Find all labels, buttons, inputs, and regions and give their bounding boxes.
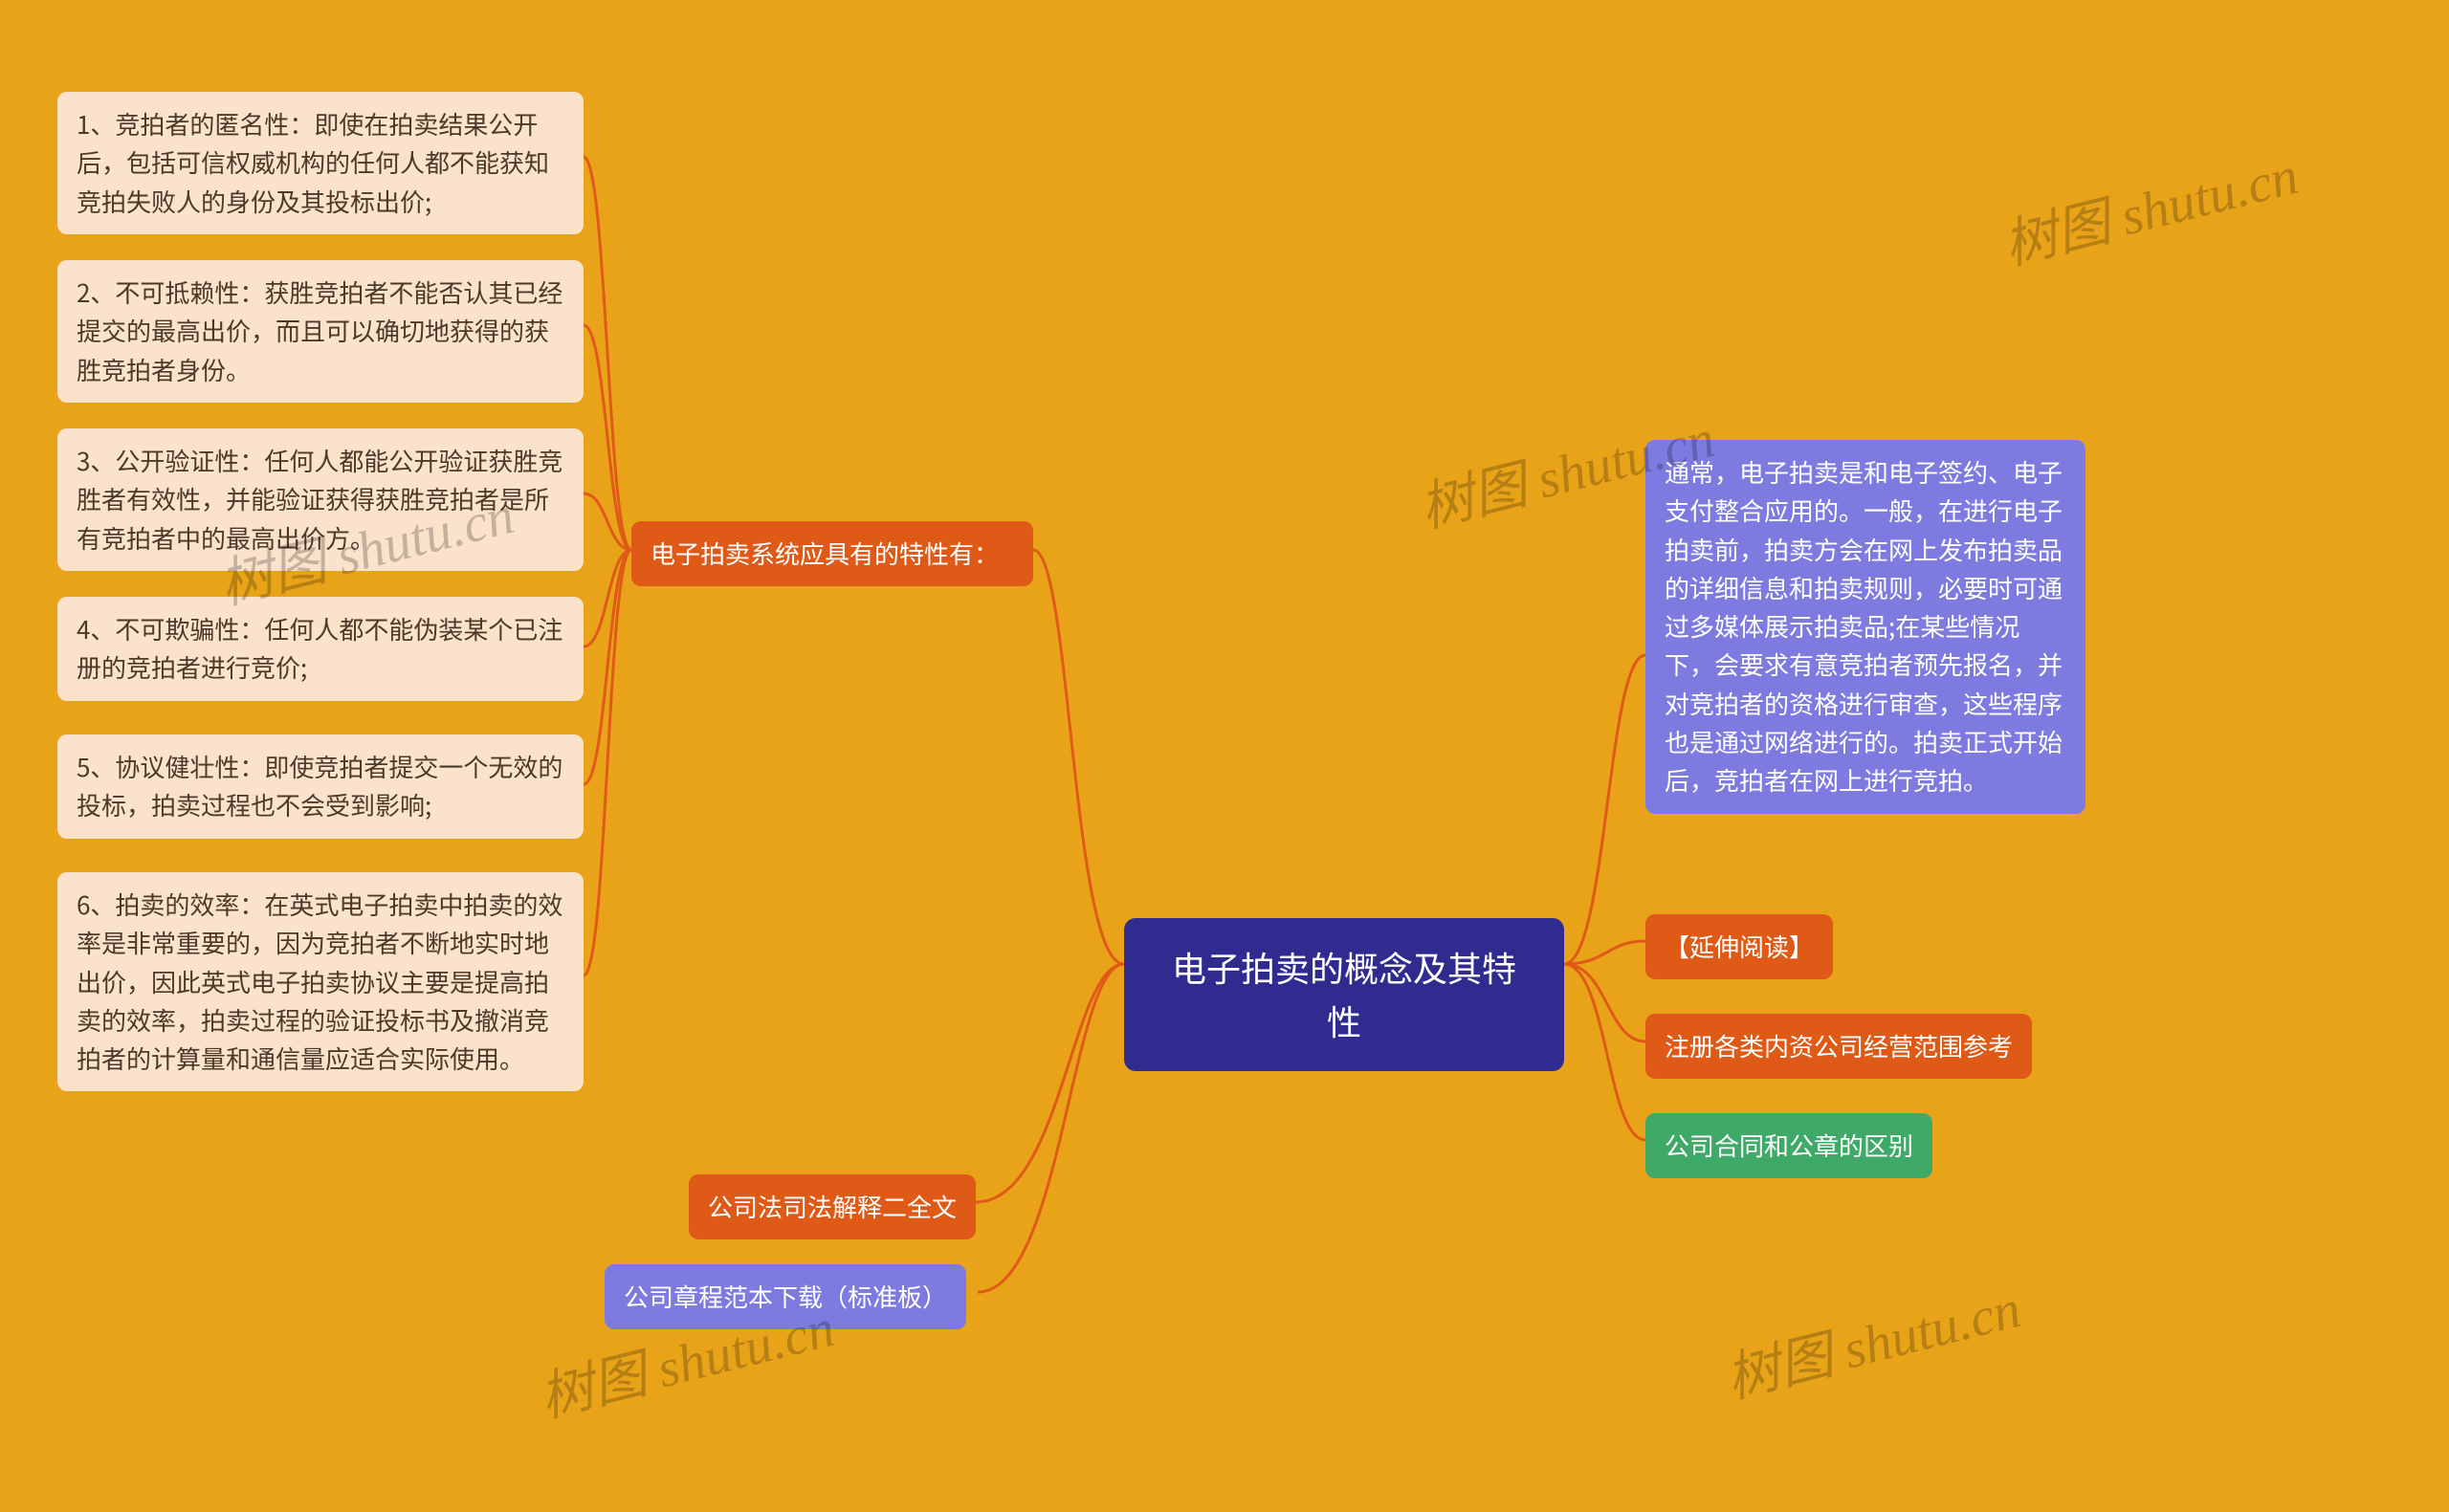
char-item-5: 5、协议健壮性：即使竞拍者提交一个无效的投标，拍卖过程也不会受到影响; <box>57 734 584 839</box>
char-item-4: 4、不可欺骗性：任何人都不能伪装某个已注册的竞拍者进行竞价; <box>57 597 584 701</box>
char-item-3: 3、公开验证性：任何人都能公开验证获胜竞胜者有效性，并能验证获得获胜竞拍者是所有… <box>57 428 584 571</box>
right-description: 通常，电子拍卖是和电子签约、电子支付整合应用的。一般，在进行电子拍卖前，拍卖方会… <box>1645 440 2085 814</box>
right-further-reading: 【延伸阅读】 <box>1645 914 1833 979</box>
watermark: 树图 shutu.cn <box>1717 1265 2027 1413</box>
right-contract-seal-diff: 公司合同和公章的区别 <box>1645 1113 1932 1178</box>
root-node: 电子拍卖的概念及其特性 <box>1124 918 1564 1071</box>
left-branch-charter-template: 公司章程范本下载（标准板） <box>605 1264 966 1329</box>
char-item-2: 2、不可抵赖性：获胜竞拍者不能否认其已经提交的最高出价，而且可以确切地获得的获胜… <box>57 260 584 403</box>
left-branch-law-explain: 公司法司法解释二全文 <box>689 1174 976 1239</box>
watermark: 树图 shutu.cn <box>1995 132 2305 280</box>
char-item-6: 6、拍卖的效率：在英式电子拍卖中拍卖的效率是非常重要的，因为竞拍者不断地实时地出… <box>57 872 584 1091</box>
char-item-1: 1、竞拍者的匿名性：即使在拍卖结果公开后，包括可信权威机构的任何人都不能获知竞拍… <box>57 92 584 234</box>
right-register-scope: 注册各类内资公司经营范围参考 <box>1645 1014 2032 1079</box>
left-branch-characteristics: 电子拍卖系统应具有的特性有： <box>631 521 1033 586</box>
